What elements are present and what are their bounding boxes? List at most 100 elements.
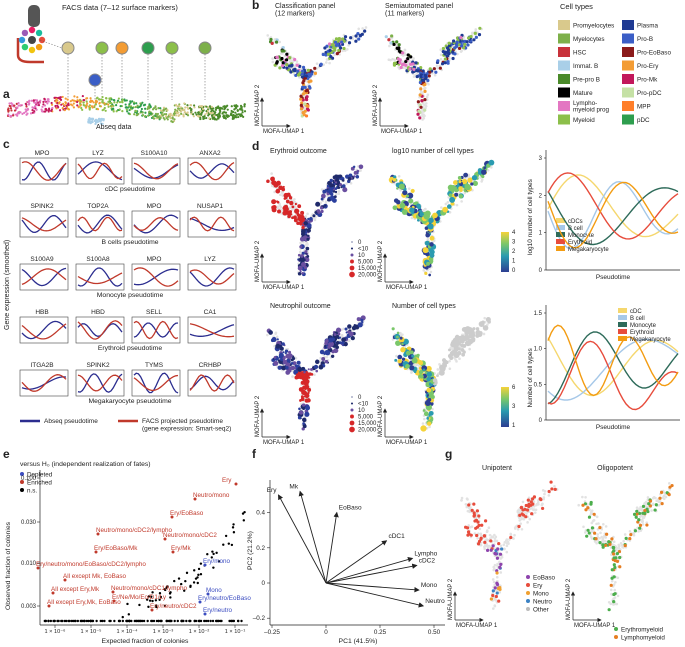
landscape-cell [121, 110, 124, 113]
colony-point [158, 591, 162, 595]
cell [357, 322, 363, 328]
cell [289, 64, 293, 68]
y-tick-label: –0.2 [253, 615, 266, 622]
colony-point [166, 585, 169, 588]
cell [292, 361, 297, 366]
expression-curve [189, 375, 235, 391]
cell [285, 52, 289, 56]
panel-title: Oligopotent [597, 465, 633, 472]
cell [497, 599, 501, 603]
landscape-cell [200, 111, 204, 114]
landscape-cell [169, 117, 172, 120]
landscape-cell [25, 109, 28, 112]
cell [407, 192, 414, 199]
colony-point [146, 619, 149, 623]
cell [414, 61, 418, 65]
cell [458, 194, 464, 199]
cell [426, 365, 432, 372]
landscape-cell [201, 107, 205, 111]
cytometer-outline [16, 38, 44, 64]
cell [410, 188, 415, 193]
small-plot [187, 210, 237, 238]
cell [427, 421, 432, 426]
landscape-cell [15, 113, 18, 116]
background-cell [359, 169, 362, 172]
cell [483, 540, 487, 544]
marker-dot [21, 29, 29, 37]
colony-point [215, 619, 219, 623]
cell [466, 533, 470, 537]
landscape-cell [39, 99, 42, 102]
cell [307, 368, 310, 371]
cell [298, 64, 302, 68]
background-cell [426, 93, 430, 97]
background-cell [495, 564, 499, 567]
expression-curve [77, 214, 123, 234]
pseudotime-caption: cDC pseudotime [105, 186, 155, 193]
colony-point [133, 619, 136, 623]
cell [419, 73, 423, 77]
background-cell [657, 503, 661, 507]
cell [354, 39, 358, 43]
small-plot [131, 316, 181, 344]
colony-point [243, 510, 246, 514]
cell [300, 101, 304, 105]
background-cell [456, 52, 459, 56]
expression-curve [189, 374, 235, 392]
landscape-cell [210, 114, 214, 118]
cell [399, 65, 403, 70]
cell [396, 335, 399, 339]
colony-point [67, 619, 70, 623]
background-cell [485, 538, 489, 541]
cell [300, 395, 304, 399]
cell [453, 46, 457, 50]
background-cell [486, 323, 489, 326]
combination-label: All except Mk, EoBaso [63, 573, 126, 580]
y-tick-label: 0 [539, 418, 543, 424]
background-cell [612, 597, 616, 600]
cell [327, 188, 334, 194]
cell [301, 81, 305, 85]
landscape-cell [148, 110, 151, 114]
cell [326, 192, 330, 196]
landscape-cell [141, 111, 144, 114]
landscape-cell [171, 120, 174, 124]
cell [498, 565, 502, 570]
y-tick-label: 0 [539, 268, 543, 274]
colony-point [74, 619, 77, 623]
cell [387, 38, 391, 42]
cell [285, 366, 289, 370]
background-cell [348, 339, 351, 342]
landscape-cell [127, 112, 130, 115]
combination-label: Ery/neutro [203, 607, 233, 614]
colony-point [215, 551, 218, 555]
size-legend-label: 0 [358, 395, 362, 401]
cell [398, 183, 405, 190]
gate-icon [115, 41, 129, 55]
landscape-cell [243, 110, 247, 113]
background-cell [397, 66, 400, 69]
background-cell [411, 58, 415, 62]
y-tick-label: 0.010 [21, 561, 37, 567]
expression-curve [133, 372, 179, 394]
cell [643, 511, 647, 516]
background-cell [479, 532, 483, 536]
background-cell [493, 533, 496, 537]
legend-label: cDC [630, 309, 642, 315]
combination-label: All except Ery,Mk [51, 586, 100, 593]
colorbar-tick: 0 [512, 268, 516, 274]
cell [439, 365, 446, 372]
landscape-cell [125, 108, 128, 111]
trend-line [547, 340, 679, 411]
legend-label: Other [533, 607, 549, 614]
cell [288, 194, 292, 198]
cell [336, 176, 339, 179]
colony-point [217, 619, 220, 623]
colorbar-tick: 4 [512, 230, 516, 236]
landscape-cell [94, 101, 98, 104]
cell [459, 44, 464, 48]
colony-point [193, 619, 196, 623]
landscape-cell [88, 108, 91, 111]
axis-label: MOFA-UMAP 2 [373, 84, 379, 126]
cell [278, 344, 283, 348]
